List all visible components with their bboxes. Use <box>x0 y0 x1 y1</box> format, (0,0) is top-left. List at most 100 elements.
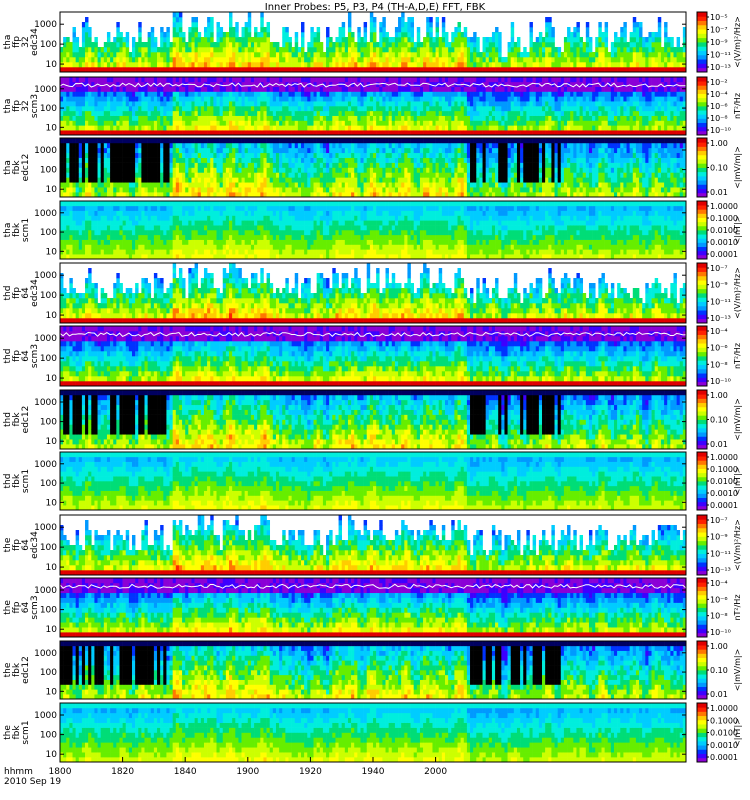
spectrogram-cell <box>213 57 216 62</box>
spectrogram-cell <box>248 42 251 47</box>
colorbar-segment <box>697 63 707 68</box>
spectrogram-cell <box>464 57 467 62</box>
spectrogram-cell <box>235 42 238 47</box>
spectrogram-cell <box>260 52 263 57</box>
spectrogram-cell <box>442 37 445 42</box>
spectrogram-cell <box>229 22 232 27</box>
spectrogram-cell <box>163 116 166 121</box>
spectrogram-cell <box>664 42 667 47</box>
spectrogram-cell <box>110 62 113 67</box>
spectrogram-cell <box>517 42 520 47</box>
panel-label-line: edc34 <box>30 28 40 56</box>
spectrogram-cell <box>514 42 517 47</box>
spectrogram-cell <box>351 37 354 42</box>
spectrogram-cell <box>501 57 504 62</box>
spectrogram-cell <box>145 116 148 121</box>
spectrogram-cell <box>573 47 576 52</box>
spectrogram-cell <box>148 32 151 37</box>
spectrogram-cell <box>620 57 623 62</box>
spectrogram-cell <box>282 42 285 47</box>
spectrogram-cell <box>623 52 626 57</box>
spectrogram-cell <box>116 27 119 32</box>
spectrogram-cell <box>677 52 680 57</box>
spectrogram-cell <box>645 42 648 47</box>
spectrogram-cell <box>154 62 157 67</box>
spectrogram-cell <box>576 42 579 47</box>
spectrogram-cell <box>623 62 626 67</box>
spectrogram-cell <box>401 32 404 37</box>
spectrogram-cell <box>98 106 101 111</box>
spectrogram-cell <box>248 27 251 32</box>
spectrogram-cell <box>335 52 338 57</box>
spectrogram-cell <box>94 101 97 106</box>
spectrogram-cell <box>473 32 476 37</box>
spectrogram-cell <box>104 57 107 62</box>
spectrogram-cell <box>364 62 367 67</box>
spectrogram-cell <box>138 32 141 37</box>
spectrogram-cell <box>73 101 76 106</box>
spectrogram-cell <box>667 37 670 42</box>
spectrogram-cell <box>526 62 529 67</box>
spectrogram-cell <box>285 32 288 37</box>
spectrogram-cell <box>345 57 348 62</box>
spectrogram-cell <box>260 47 263 52</box>
spectrogram-cell <box>489 37 492 42</box>
spectrogram-cell <box>542 52 545 57</box>
colorbar-segment <box>697 42 707 47</box>
spectrogram-cell <box>163 57 166 62</box>
spectrogram-cell <box>627 47 630 52</box>
spectrogram-cell <box>542 47 545 52</box>
spectrogram-cell <box>157 52 160 57</box>
spectrogram-cell <box>151 92 154 97</box>
spectrogram-cell <box>166 62 169 67</box>
spectrogram-cell <box>379 27 382 32</box>
spectrogram-cell <box>307 62 310 67</box>
spectrogram-cell <box>138 87 141 92</box>
spectrogram-cell <box>633 57 636 62</box>
spectrogram-cell <box>614 42 617 47</box>
spectrogram-cell <box>126 121 129 126</box>
spectrogram-cell <box>345 47 348 52</box>
spectrogram-cell <box>573 42 576 47</box>
spectrogram-cell <box>658 32 661 37</box>
colorbar-tick-label: 10⁻¹³ <box>710 63 731 72</box>
spectrogram-cell <box>173 22 176 27</box>
spectrogram-cell <box>595 57 598 62</box>
spectrogram-cell <box>76 52 79 57</box>
spectrogram-cell <box>285 57 288 62</box>
spectrogram-cell <box>157 111 160 116</box>
colorbar-tick-label: 10⁻⁹ <box>710 38 728 47</box>
spectrogram-cell <box>160 57 163 62</box>
spectrogram-cell <box>182 42 185 47</box>
spectrogram-cell <box>339 42 342 47</box>
spectrogram-cell <box>198 57 201 62</box>
spectrogram-cell <box>511 57 514 62</box>
spectrogram-cell <box>245 62 248 67</box>
spectrogram-cell <box>119 106 122 111</box>
spectrogram-cell <box>179 62 182 67</box>
spectrogram-cell <box>426 47 429 52</box>
colorbar-segment <box>697 29 707 34</box>
spectrogram-cell <box>223 42 226 47</box>
spectrogram-cell <box>404 47 407 52</box>
spectrogram-cell <box>273 62 276 67</box>
spectrogram-cell <box>151 116 154 121</box>
spectrogram-cell <box>207 37 210 42</box>
spectrogram-cell <box>445 52 448 57</box>
spectrogram-cell <box>60 47 63 52</box>
spectrogram-cell <box>451 52 454 57</box>
spectrogram-cell <box>223 37 226 42</box>
spectrogram-cell <box>204 57 207 62</box>
spectrogram-cell <box>373 52 376 57</box>
spectrogram-cell <box>417 47 420 52</box>
spectrogram-cell <box>201 47 204 52</box>
spectrogram-cell <box>176 17 179 22</box>
spectrogram-cell <box>411 32 414 37</box>
spectrogram-cell <box>483 62 486 67</box>
spectrogram-cell <box>432 37 435 42</box>
spectrogram-cell <box>476 47 479 52</box>
spectrogram-cell <box>217 52 220 57</box>
spectrogram-cell <box>476 37 479 42</box>
spectrogram-cell <box>445 47 448 52</box>
spectrogram-cell <box>248 52 251 57</box>
